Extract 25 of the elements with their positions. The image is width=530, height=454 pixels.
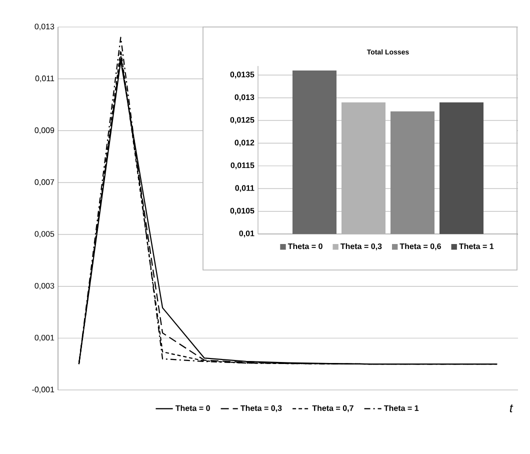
x-axis-title: t <box>510 404 514 412</box>
legend-label: Theta = 0,6 <box>400 243 441 250</box>
y-tick-label: 0,012 <box>234 140 254 147</box>
y-tick-label: 0,011 <box>35 76 54 82</box>
y-tick-label: 0,0115 <box>230 162 254 170</box>
legend-label: Theta = 0,3 <box>240 405 282 412</box>
y-tick-label: 0,013 <box>34 24 54 30</box>
y-tick-label: 0,005 <box>34 231 54 238</box>
legend-label: Theta = 1 <box>459 243 494 250</box>
y-tick-label: 0,011 <box>235 185 254 192</box>
y-tick-label: 0,007 <box>34 179 54 186</box>
legend-label: Theta = 0 <box>288 243 322 250</box>
y-tick-label: 0,009 <box>34 127 54 134</box>
y-tick-label: 0,0125 <box>230 117 254 124</box>
y-tick-label: 0,0105 <box>230 208 254 215</box>
y-tick-label: 0,001 <box>34 334 54 342</box>
y-tick-label: 0,013 <box>234 94 254 102</box>
legend-label: Theta = 0,7 <box>312 405 354 412</box>
y-tick-label: 0,01 <box>239 230 254 238</box>
legend-label: Theta = 0,3 <box>340 243 382 250</box>
y-tick-label: 0,003 <box>34 282 54 290</box>
y-tick-label: -0,001 <box>32 386 54 394</box>
y-tick-label: 0,0135 <box>230 72 254 78</box>
legend-label: Theta = 0 <box>175 405 210 411</box>
legend-label: Theta = 1 <box>384 405 419 411</box>
